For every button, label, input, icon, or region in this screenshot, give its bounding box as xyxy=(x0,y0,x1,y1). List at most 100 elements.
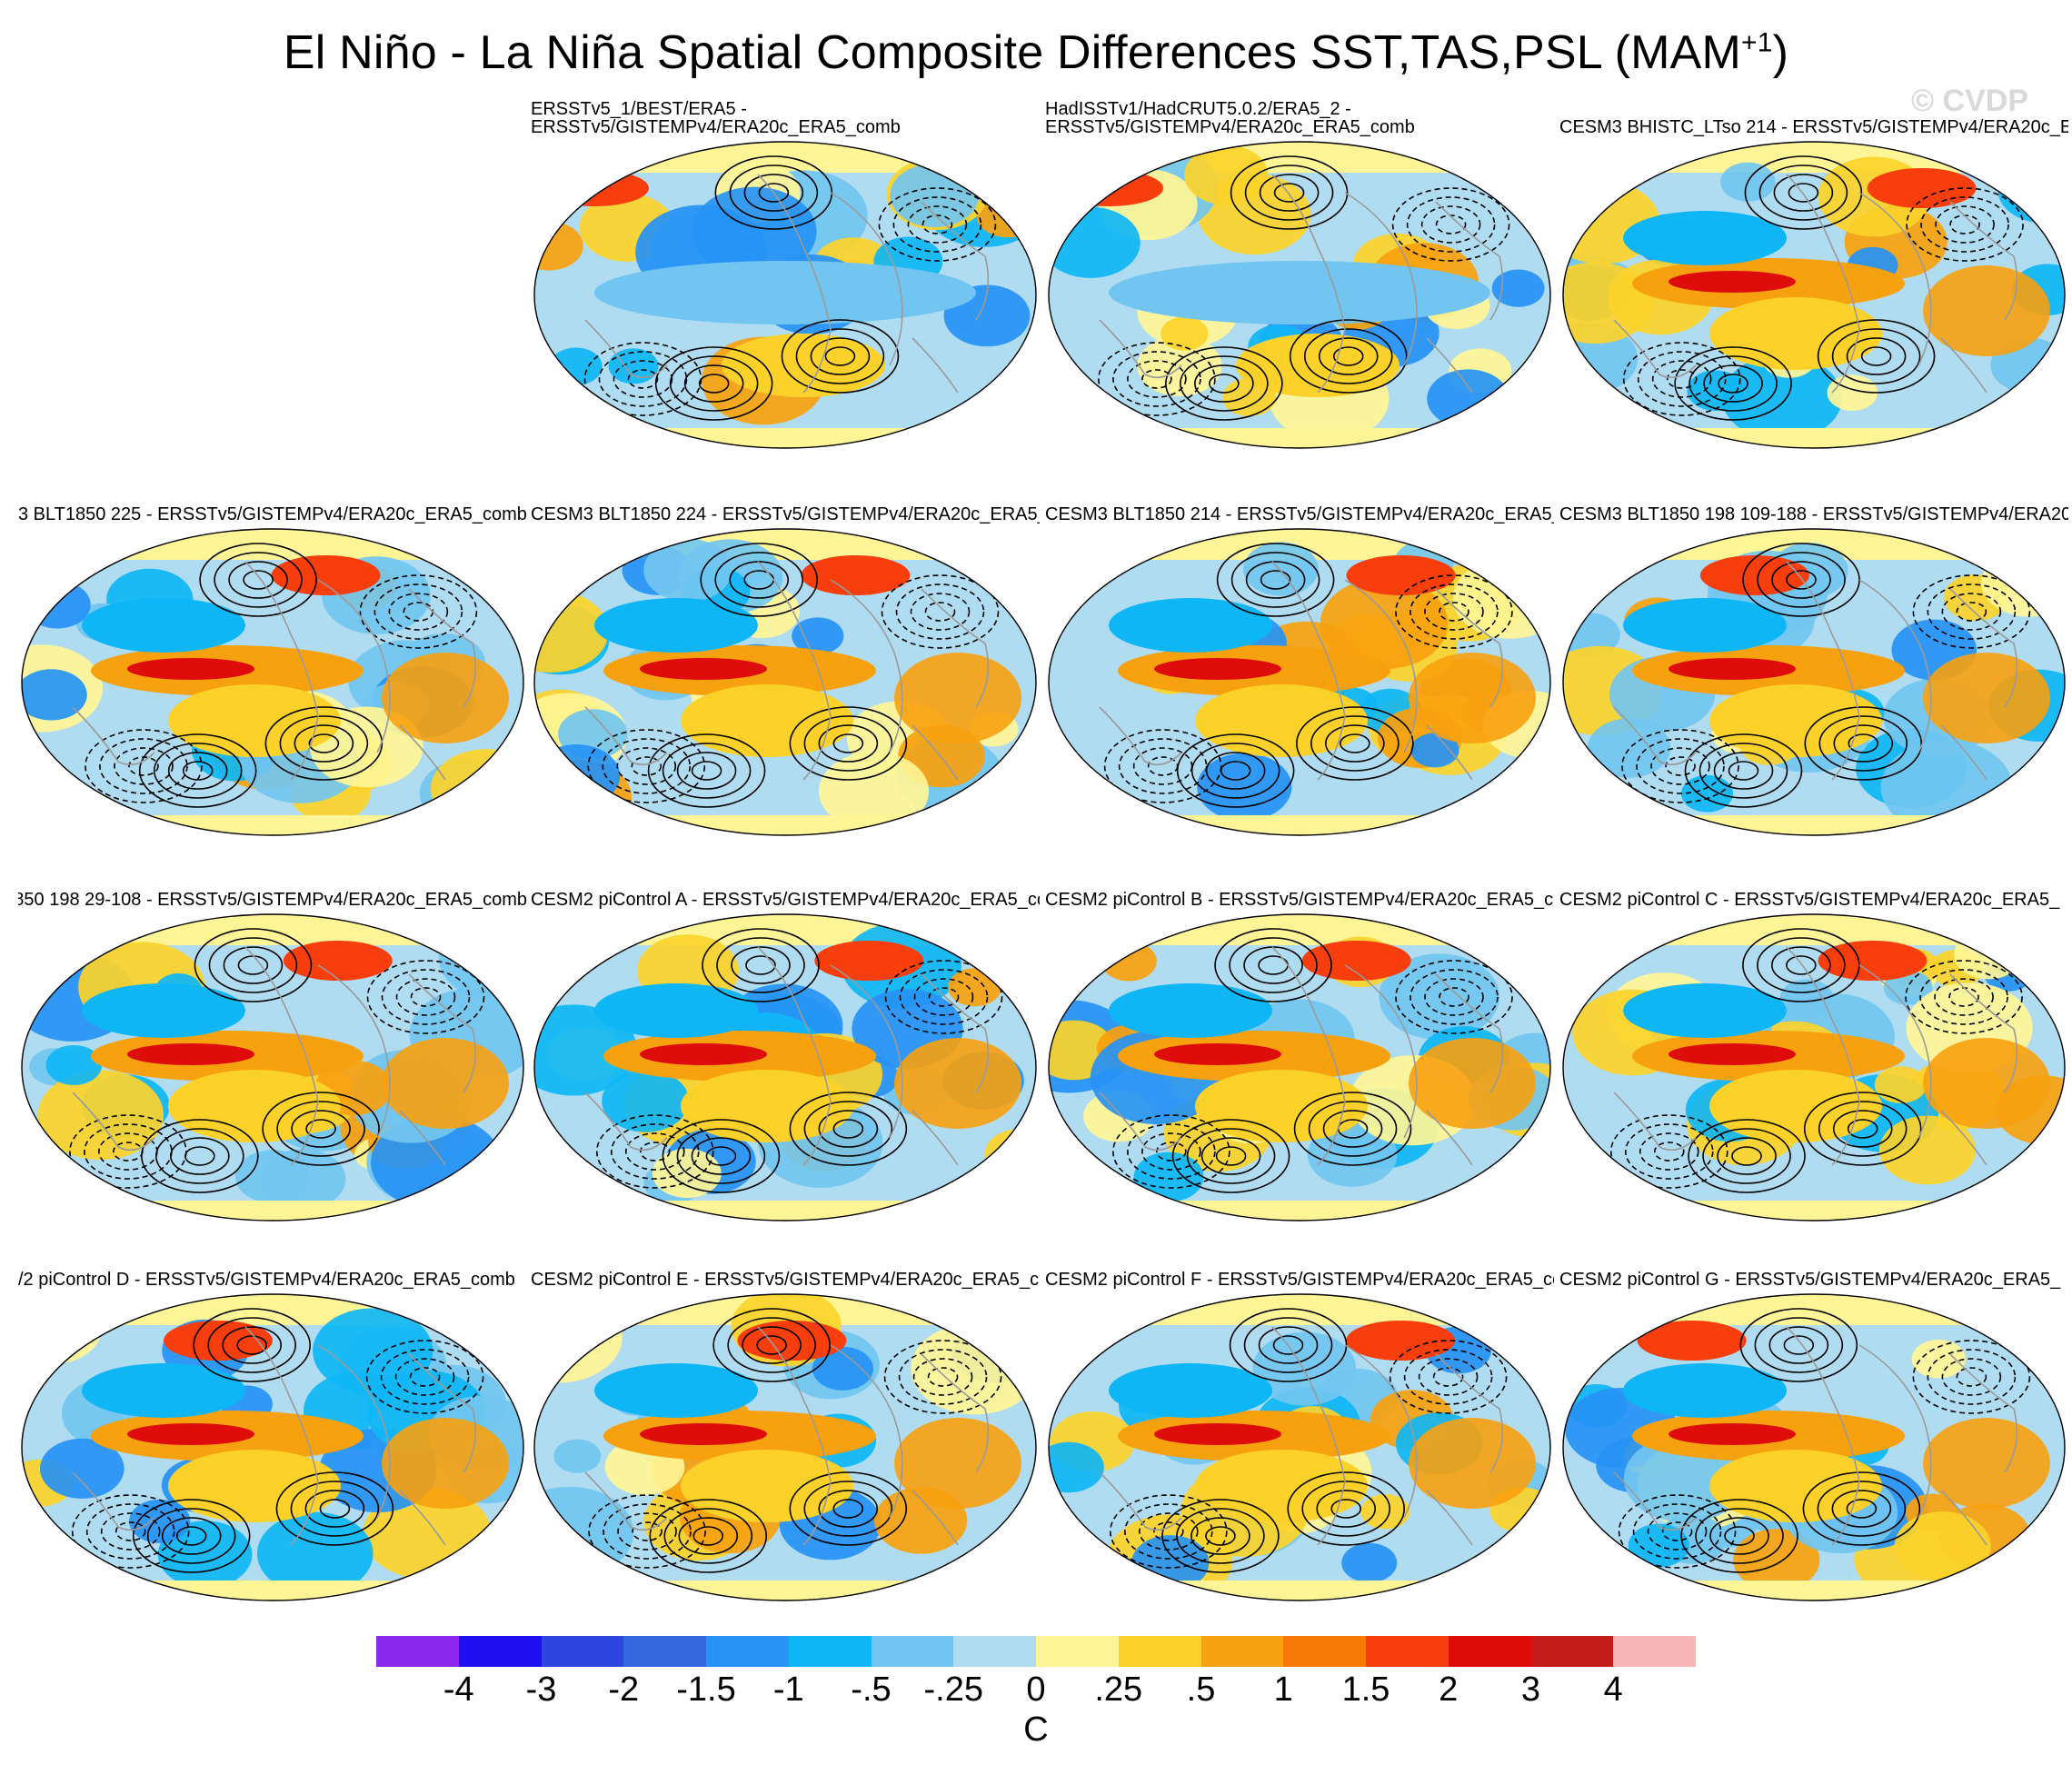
psl-contour-negative xyxy=(598,351,688,407)
enso-warm-core xyxy=(640,1423,767,1445)
psl-contour-positive xyxy=(832,733,864,753)
psl-contour-positive xyxy=(1832,1110,1893,1148)
psl-contour-negative xyxy=(895,583,985,640)
figure-title: El Niño - La Niña Spatial Composite Diff… xyxy=(283,26,1789,79)
pacific-warm-wing xyxy=(681,684,853,757)
colorbar-tick: 4 xyxy=(1603,1670,1623,1709)
anomaly-patch xyxy=(1733,1529,1820,1591)
indian-ocean-warm xyxy=(1409,1418,1536,1509)
anomaly-patch xyxy=(39,1438,125,1499)
north-pacific-cool xyxy=(1623,983,1787,1038)
coastline xyxy=(1426,724,1473,781)
psl-contour-positive xyxy=(1848,733,1879,753)
psl-contour-positive xyxy=(1786,570,1817,590)
enso-warm-core xyxy=(1154,1043,1281,1065)
psl-contour-positive xyxy=(1680,1499,1798,1573)
enso-warm-core xyxy=(640,1043,767,1065)
anomaly-patch xyxy=(22,669,87,721)
psl-contour-positive xyxy=(705,1146,737,1166)
anomaly-patch xyxy=(1721,354,1843,441)
colorbar xyxy=(376,1636,1696,1667)
coastline xyxy=(1940,337,1987,394)
coastline xyxy=(408,1353,477,1473)
tropical-cool-band xyxy=(594,261,976,324)
psl-contour-positive xyxy=(683,364,744,403)
indian-ocean-warm xyxy=(382,653,509,743)
psl-contour-negative xyxy=(1156,1142,1187,1162)
psl-contour-positive xyxy=(1229,937,1318,993)
world-map xyxy=(21,528,524,836)
anomaly-patch xyxy=(1587,718,1671,778)
map-panel: CESM2 piControl C - ERSSTv5/GISTEMPv4/ER… xyxy=(1559,873,2068,1232)
anomaly-patch xyxy=(313,1308,433,1394)
north-pacific-cool xyxy=(82,1363,245,1418)
psl-contour-negative xyxy=(114,747,174,785)
psl-contour-negative xyxy=(1112,351,1201,407)
map-panel: ERSSTv5_1/BEST/ERA5 - ERSSTv5/GISTEMPv4/E… xyxy=(531,100,1040,459)
psl-contour-negative xyxy=(924,602,956,622)
psl-contour-positive xyxy=(700,543,819,617)
pacific-warm-patch xyxy=(722,334,885,397)
psl-contour-negative xyxy=(1912,1340,2031,1414)
psl-contour-negative xyxy=(583,342,702,416)
psl-contour-negative xyxy=(1624,1123,1714,1180)
psl-contour-positive xyxy=(1180,355,1269,412)
psl-contour-negative xyxy=(409,1367,441,1387)
psl-contour-positive xyxy=(1757,937,1846,993)
coastline xyxy=(1858,579,1932,753)
enso-warm-core xyxy=(127,1423,254,1445)
coastline xyxy=(921,973,990,1093)
psl-contour-negative xyxy=(1912,574,2031,649)
anomaly-patch xyxy=(553,1439,602,1473)
psl-contour-negative xyxy=(1118,738,1208,794)
psl-contour-negative xyxy=(395,978,456,1016)
colorbar-tick: 1.5 xyxy=(1341,1670,1390,1709)
psl-contour-positive xyxy=(729,561,790,599)
indian-ocean-warm xyxy=(382,1038,509,1129)
anomaly-patch xyxy=(643,538,732,603)
psl-contour-negative xyxy=(1141,1132,1201,1171)
colorbar-units: C xyxy=(1023,1710,1049,1749)
panel-label-line1: CESM3 BLT1850 214 - ERSSTv5/GISTEMPv4/ER… xyxy=(1045,505,1554,524)
psl-contour-negative xyxy=(616,747,677,785)
arctic-warm-spot xyxy=(1818,941,1928,981)
psl-contour-negative xyxy=(910,593,971,631)
psl-contour-positive xyxy=(1718,374,1748,394)
psl-contour-negative xyxy=(881,574,1000,649)
world-map xyxy=(21,1293,524,1601)
north-pacific-cool xyxy=(594,1363,758,1418)
anomaly-patch xyxy=(1320,577,1449,670)
psl-contour-positive xyxy=(1325,724,1385,763)
psl-contour-negative xyxy=(587,729,706,803)
psl-contour-positive xyxy=(1688,1119,1806,1193)
coastline xyxy=(911,724,959,781)
psl-contour-positive xyxy=(824,346,856,366)
arctic-warm-spot xyxy=(1346,1321,1456,1361)
psl-contour-positive xyxy=(1674,346,1792,421)
panel-label-line1: CESM2 piControl F - ERSSTv5/GISTEMPv4/ER… xyxy=(1045,1271,1554,1289)
psl-contour-negative xyxy=(631,756,662,776)
map-panel: CESM3 BLT1850 214 - ERSSTv5/GISTEMPv4/ER… xyxy=(1045,487,1554,846)
colorbar-tick: -1.5 xyxy=(676,1670,736,1709)
psl-contour-positive xyxy=(1272,1335,1304,1355)
arctic-warm-spot xyxy=(1867,168,1977,208)
coastline xyxy=(317,964,391,1139)
psl-contour-positive xyxy=(789,1471,908,1546)
coastline xyxy=(244,561,319,781)
psl-contour-positive xyxy=(1846,337,1907,375)
panel-label: CESM2 piControl G - ERSSTv5/GISTEMPv4/ER… xyxy=(1559,1271,2068,1289)
anomaly-patch xyxy=(792,617,844,655)
psl-contour-negative xyxy=(1098,342,1216,416)
psl-contour-positive xyxy=(1731,1146,1762,1166)
psl-contour-positive xyxy=(1860,346,1892,366)
map-panel: CESM2 piControl B - ERSSTv5/GISTEMPv4/ER… xyxy=(1045,873,1554,1232)
psl-contour-positive xyxy=(745,955,776,975)
psl-contour-positive xyxy=(758,183,790,203)
enso-warm-core xyxy=(1669,271,1796,293)
psl-contour-positive xyxy=(1728,761,1759,781)
psl-contour-positive xyxy=(789,1092,908,1166)
psl-contour-negative xyxy=(1934,978,1994,1016)
psl-contour-positive xyxy=(1308,1101,1398,1157)
anomaly-patch xyxy=(234,1150,311,1203)
world-map xyxy=(21,913,524,1222)
